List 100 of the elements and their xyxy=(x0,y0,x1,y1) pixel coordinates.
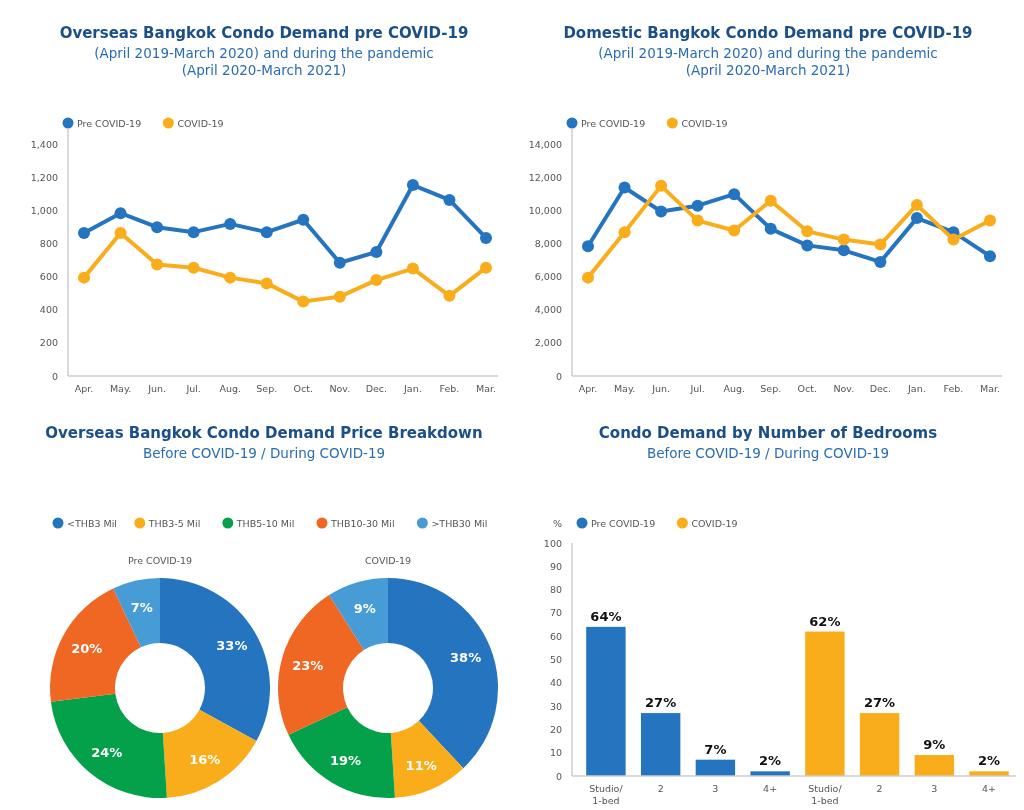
y-tick-label: 200 xyxy=(39,337,58,349)
y-tick-label: 0 xyxy=(555,770,562,782)
donut-slice xyxy=(113,578,160,648)
y-tick-label: 20 xyxy=(549,723,562,735)
x-tick-label: Apr. xyxy=(74,383,94,394)
point xyxy=(297,213,310,226)
y-axis-title: % xyxy=(552,518,562,529)
data-label: 7% xyxy=(704,741,727,757)
point xyxy=(78,226,90,239)
x-tick-label: 2 xyxy=(876,783,883,794)
x-tick-label: Jul. xyxy=(185,383,201,394)
point xyxy=(984,214,996,227)
y-tick-label: 600 xyxy=(39,271,58,283)
donut-slice xyxy=(329,578,388,651)
x-tick-label: Aug. xyxy=(219,383,241,394)
y-tick-label: 50 xyxy=(549,654,562,665)
point xyxy=(728,224,741,237)
x-tick-label: Oct. xyxy=(293,383,313,394)
x-tick-label: 4+ xyxy=(763,783,778,794)
point xyxy=(618,181,631,194)
chart-subtitle: (April 2019-March 2020) and during the pandemic (April 2020-March 2021) xyxy=(598,45,938,78)
x-tick-label: Aug. xyxy=(723,383,745,394)
legend-label: Pre COVID-19 xyxy=(77,117,142,129)
point xyxy=(947,233,960,246)
data-label: 11% xyxy=(405,757,437,773)
point xyxy=(333,290,346,303)
chart-subtitle: (April 2019-March 2020) and during the pandemic (April 2020-March 2021) xyxy=(94,45,434,78)
x-tick-label: Studio/ 1-bed xyxy=(808,783,843,806)
data-label: 24% xyxy=(91,745,123,761)
y-tick-label: 12,000 xyxy=(528,172,562,184)
point xyxy=(480,231,492,244)
data-label: 62% xyxy=(809,613,841,629)
y-tick-label: 1,400 xyxy=(30,139,58,151)
y-tick-label: 400 xyxy=(39,304,58,316)
bar xyxy=(640,713,681,776)
donut-slice xyxy=(162,709,257,798)
point xyxy=(224,217,237,230)
donut-slice xyxy=(388,578,498,769)
point xyxy=(187,261,200,274)
x-tick-label: May. xyxy=(109,383,132,394)
legend-label: THB5-10 Mil xyxy=(235,517,295,529)
y-tick-label: 6,000 xyxy=(534,271,562,283)
legend-label: >THB30 Mil xyxy=(431,517,488,529)
point xyxy=(764,194,777,207)
text: Pre COVID-19 xyxy=(127,555,193,566)
x-tick-label: Jul. xyxy=(689,383,705,394)
y-tick-label: 90 xyxy=(549,560,562,572)
x-tick-label: 3 xyxy=(712,783,719,794)
data-label: 20% xyxy=(71,640,103,656)
point xyxy=(655,205,668,218)
x-tick-label: Sep. xyxy=(256,383,278,394)
point xyxy=(370,246,383,258)
point xyxy=(691,199,704,212)
point xyxy=(406,179,419,192)
y-tick-label: 2,000 xyxy=(534,337,562,349)
point xyxy=(370,274,383,287)
donut-slice xyxy=(50,693,167,798)
chart-title: Overseas Bangkok Condo Demand pre COVID-19 xyxy=(59,24,469,42)
bar xyxy=(586,626,626,776)
point xyxy=(260,277,273,290)
legend-label: THB3-5 Mil xyxy=(147,517,201,529)
x-tick-label: 2 xyxy=(657,783,664,794)
point xyxy=(801,225,814,238)
data-label: 19% xyxy=(329,752,362,768)
point xyxy=(837,233,850,246)
data-label: 64% xyxy=(590,608,622,624)
text: COVID-19 xyxy=(364,555,412,566)
y-tick-label: 100 xyxy=(543,537,562,549)
x-tick-label: Jan. xyxy=(403,383,422,394)
point xyxy=(837,244,850,257)
point xyxy=(114,226,127,239)
x-tick-label: Oct. xyxy=(797,383,817,394)
bar xyxy=(805,631,845,776)
point xyxy=(78,271,90,284)
y-tick-label: 4,000 xyxy=(534,304,562,316)
data-label: 7% xyxy=(130,599,153,615)
legend-label: COVID-19 xyxy=(681,117,728,129)
x-tick-label: 4+ xyxy=(982,783,997,794)
y-tick-label: 8,000 xyxy=(534,238,562,250)
bar xyxy=(695,759,736,776)
y-tick-label: 10 xyxy=(549,747,562,759)
point xyxy=(582,240,594,253)
point xyxy=(333,256,346,269)
bar xyxy=(859,713,900,776)
bar xyxy=(914,755,955,776)
x-tick-label: 3 xyxy=(931,783,938,794)
point xyxy=(874,255,887,268)
chart-title: Condo Demand by Number of Bedrooms xyxy=(598,424,938,442)
x-tick-label: Jun. xyxy=(651,383,671,394)
chart-title: Domestic Bangkok Condo Demand pre COVID-19 xyxy=(563,24,973,42)
data-label: 9% xyxy=(923,737,946,753)
legend-label: COVID-19 xyxy=(177,117,224,129)
point xyxy=(443,289,456,302)
data-label: 27% xyxy=(864,695,896,711)
x-tick-label: Jun. xyxy=(147,383,167,394)
y-tick-label: 60 xyxy=(549,630,562,642)
point xyxy=(224,271,237,284)
point xyxy=(114,207,127,220)
point xyxy=(582,271,594,284)
y-tick-label: 10,000 xyxy=(528,205,562,217)
